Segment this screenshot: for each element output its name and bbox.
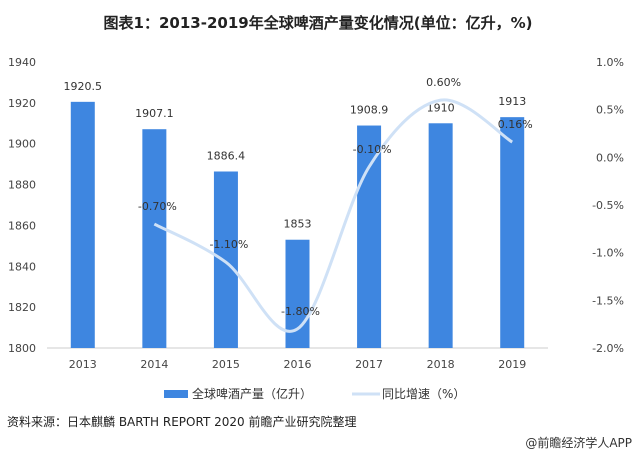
y-right-tick-label: -1.0%	[592, 247, 624, 260]
y-right-tick-label: -2.0%	[592, 342, 624, 355]
y-right-tick-label: 0.5%	[596, 104, 624, 117]
legend-line-label: 同比增速（%）	[382, 387, 465, 401]
line-data-label: -0.10%	[353, 143, 392, 156]
legend-bar-label: 全球啤酒产量（亿升）	[192, 386, 312, 401]
y-left-tick-label: 1820	[8, 301, 36, 314]
y-right-tick-label: -1.5%	[592, 294, 624, 307]
y-left-tick-label: 1900	[8, 138, 36, 151]
bar-data-label: 1853	[284, 218, 312, 231]
x-tick-label: 2016	[284, 358, 312, 371]
x-tick-label: 2019	[498, 358, 526, 371]
y-right-tick-label: 1.0%	[596, 56, 624, 69]
bar	[213, 171, 238, 348]
growth-line	[153, 98, 514, 333]
y-left-tick-label: 1920	[8, 97, 36, 110]
x-tick-label: 2013	[69, 358, 97, 371]
credit: @前瞻经济学人APP	[525, 436, 632, 450]
y-left-tick-label: 1840	[8, 260, 36, 273]
line-data-label: 0.60%	[426, 76, 461, 89]
chart-title: 图表1：2013-2019年全球啤酒产量变化情况(单位：亿升，%)	[103, 14, 533, 32]
bar-data-label: 1886.4	[207, 149, 246, 162]
bar	[500, 117, 525, 349]
x-tick-label: 2018	[427, 358, 455, 371]
bar	[142, 129, 167, 348]
source-note: 资料来源：日本麒麟 BARTH REPORT 2020 前瞻产业研究院整理	[7, 415, 357, 429]
y-right-tick-label: -0.5%	[592, 199, 624, 212]
bar	[70, 101, 95, 348]
line-data-label: -1.80%	[281, 305, 320, 318]
bar	[357, 125, 382, 348]
y-left-tick-label: 1860	[8, 219, 36, 232]
line-data-label: -0.70%	[138, 200, 177, 213]
y-left-tick-label: 1800	[8, 342, 36, 355]
bar-data-label: 1910	[427, 101, 455, 114]
line-data-label: 0.16%	[498, 118, 533, 131]
x-tick-label: 2015	[212, 358, 240, 371]
y-left-tick-label: 1880	[8, 179, 36, 192]
bar-data-label: 1920.5	[64, 80, 103, 93]
bar-data-label: 1913	[498, 95, 526, 108]
line-data-label: -1.10%	[209, 238, 248, 251]
x-tick-label: 2017	[355, 358, 383, 371]
y-right-tick-label: 0.0%	[596, 151, 624, 164]
bar-data-label: 1907.1	[135, 107, 174, 120]
bar-data-label: 1908.9	[350, 104, 389, 117]
legend-bar-swatch	[164, 390, 188, 398]
x-tick-label: 2014	[140, 358, 168, 371]
y-left-tick-label: 1940	[8, 56, 36, 69]
bar	[428, 123, 453, 349]
